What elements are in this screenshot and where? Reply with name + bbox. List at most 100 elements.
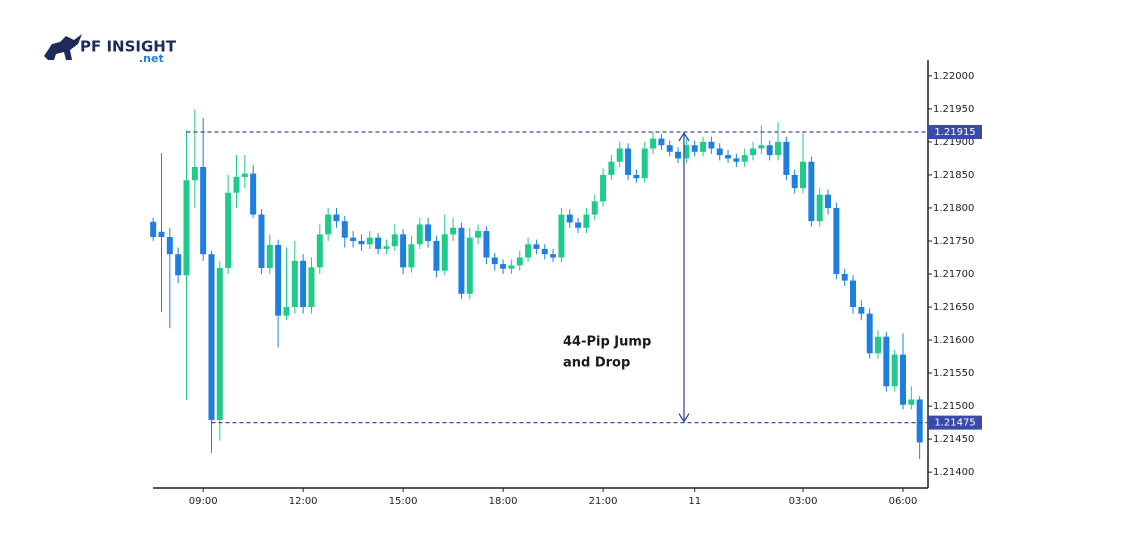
- candle-body: [625, 148, 632, 175]
- candle-body: [841, 274, 848, 281]
- candle-body: [466, 237, 473, 294]
- candle-body: [208, 254, 215, 420]
- y-tick-label: 1.21700: [933, 269, 974, 280]
- candle-body: [875, 336, 882, 354]
- x-tick-label: 18:00: [489, 496, 518, 507]
- candle-body: [566, 214, 573, 223]
- candle-body: [375, 237, 382, 249]
- candle-body: [350, 237, 357, 241]
- candle-body: [641, 148, 648, 179]
- candle-body: [358, 240, 365, 245]
- candle-body: [791, 174, 798, 189]
- candle-body: [250, 173, 257, 215]
- candle-body: [325, 214, 332, 235]
- candle-body: [850, 280, 857, 308]
- candle-body: [683, 145, 690, 159]
- candle-body: [258, 214, 265, 269]
- candle-body: [183, 180, 190, 276]
- candle-body: [741, 155, 748, 162]
- candle-body: [191, 167, 198, 181]
- logo: PF INSIGHT .net: [44, 34, 177, 65]
- x-tick-label: 21:00: [589, 496, 618, 507]
- logo-name: PF INSIGHT: [80, 38, 177, 56]
- candle-body: [483, 231, 490, 258]
- y-tick-label: 1.21950: [933, 104, 974, 115]
- y-tick-label: 1.21900: [933, 137, 974, 148]
- candle-body: [750, 148, 757, 156]
- candle-body: [525, 244, 532, 258]
- candle-body: [808, 161, 815, 222]
- candle-body: [216, 268, 223, 420]
- annotation: and Drop: [563, 356, 630, 371]
- candle-body: [783, 141, 790, 175]
- candle-body: [408, 244, 415, 268]
- candle-body: [891, 354, 898, 387]
- price-tag: [928, 415, 982, 430]
- logo-suffix: .net: [139, 52, 164, 65]
- candle-body: [458, 227, 465, 294]
- candle-body: [291, 260, 298, 308]
- candle-body: [508, 265, 515, 269]
- candle-body: [166, 237, 173, 255]
- candle-body: [708, 141, 715, 149]
- candle-body: [275, 244, 282, 316]
- candle-body: [241, 173, 248, 177]
- candle-body: [416, 224, 423, 245]
- y-tick-label: 1.22000: [933, 71, 974, 82]
- candle-body: [341, 221, 348, 238]
- candle-body: [725, 155, 732, 159]
- candle-body: [283, 307, 290, 316]
- y-tick-label: 1.21400: [933, 467, 974, 478]
- candle-body: [500, 264, 507, 269]
- candle-body: [558, 214, 565, 258]
- candle-body: [233, 176, 240, 193]
- candle-body: [516, 257, 523, 266]
- candle-body: [733, 158, 740, 162]
- candle-body: [758, 145, 765, 149]
- candle-body: [700, 141, 707, 152]
- candle-body: [591, 201, 598, 215]
- candle-body: [425, 224, 432, 241]
- candle-body: [433, 240, 440, 271]
- candle-body: [391, 234, 398, 247]
- candle-body: [633, 174, 640, 179]
- candle-body: [200, 167, 207, 255]
- candle-body: [308, 267, 315, 308]
- candle-body: [691, 145, 698, 152]
- candle-body: [575, 222, 582, 228]
- candle-body: [766, 145, 773, 156]
- candle-body: [475, 231, 482, 238]
- candle-body: [450, 227, 457, 235]
- candle-body: [300, 260, 307, 308]
- candle-body: [916, 399, 923, 443]
- candle-body: [825, 194, 832, 208]
- candle-body: [266, 244, 273, 269]
- y-tick-label: 1.21750: [933, 236, 974, 247]
- candle-body: [650, 138, 657, 149]
- candle-body: [583, 214, 590, 228]
- price-tag-label: 1.21475: [934, 418, 975, 429]
- candle-body: [908, 399, 915, 405]
- candle-body: [883, 336, 890, 387]
- x-tick-label: 06:00: [889, 496, 918, 507]
- candle-body: [366, 237, 373, 245]
- y-tick-label: 1.21550: [933, 368, 974, 379]
- candle-body: [666, 145, 673, 152]
- candle-body: [608, 161, 615, 175]
- x-tick-label: 11: [688, 496, 701, 507]
- price-tag: [928, 124, 982, 139]
- candle-body: [866, 313, 873, 354]
- candle-body: [858, 307, 865, 314]
- candle-body: [616, 148, 623, 162]
- y-tick-label: 1.21450: [933, 434, 974, 445]
- candle-body: [600, 174, 607, 202]
- candle-body: [775, 141, 782, 156]
- x-tick-label: 09:00: [189, 496, 218, 507]
- x-tick-label: 12:00: [289, 496, 318, 507]
- logo-icon: [44, 34, 82, 60]
- candle-body: [150, 221, 157, 238]
- candle-body: [675, 151, 682, 159]
- candle-body: [716, 148, 723, 156]
- candle-body: [491, 257, 498, 265]
